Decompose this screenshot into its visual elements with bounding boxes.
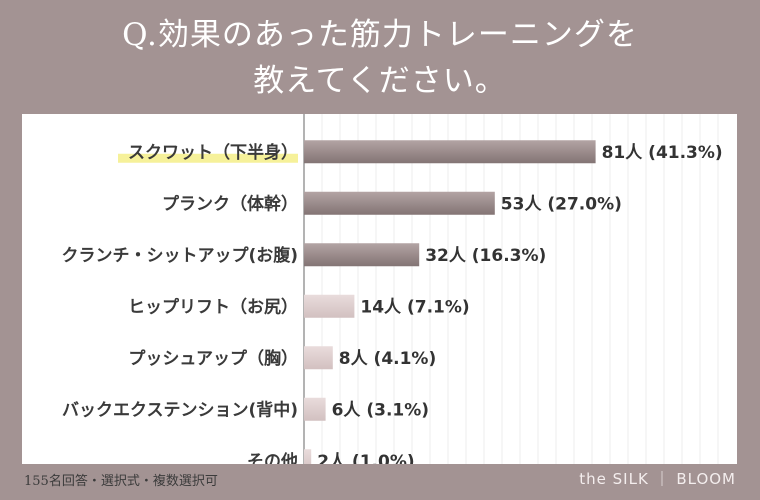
category-label: ヒップリフト（お尻） (128, 296, 298, 317)
bar (304, 191, 495, 215)
value-label: 32人 (16.3%) (425, 246, 546, 266)
bar (304, 346, 333, 370)
category-label: クランチ・シットアップ(お腹) (61, 245, 298, 266)
title-line-2: 教えてください。 (253, 63, 507, 99)
bar-chart: スクワット（下半身） 81人 (41.3%) プランク（体幹） 53人 (27.0%)… (61, 114, 723, 464)
chart-panel: スクワット（下半身） 81人 (41.3%) プランク（体幹） 53人 (27.0%)… (22, 114, 737, 464)
value-label: 8人 (4.1%) (339, 349, 436, 369)
value-label: 2人 (1.0%) (317, 452, 414, 464)
value-label: 81人 (41.3%) (602, 143, 723, 163)
category-label: プランク（体幹） (162, 193, 298, 214)
bar (304, 243, 420, 267)
category-highlight (118, 153, 298, 163)
brand-logo: the SILK ｜ BLOOM (579, 470, 736, 488)
category-label: その他 (247, 451, 298, 464)
bar (304, 294, 355, 318)
bar (304, 397, 326, 421)
title-line-1: Q.効果のあった筋力トレーニングを (122, 17, 638, 53)
value-label: 14人 (7.1%) (360, 297, 469, 317)
bar (304, 449, 312, 464)
value-label: 53人 (27.0%) (501, 194, 622, 214)
footnote: 155名回答・選択式・複数選択可 (24, 474, 218, 489)
category-label: スクワット（下半身） (128, 142, 298, 163)
value-label: 6人 (3.1%) (332, 400, 429, 420)
page-title: Q.効果のあった筋力トレーニングを 教えてください。 (0, 12, 760, 104)
category-label: バックエクステンション(背中) (62, 399, 298, 420)
category-label: プッシュアップ（胸） (128, 348, 298, 369)
bar (304, 140, 596, 164)
